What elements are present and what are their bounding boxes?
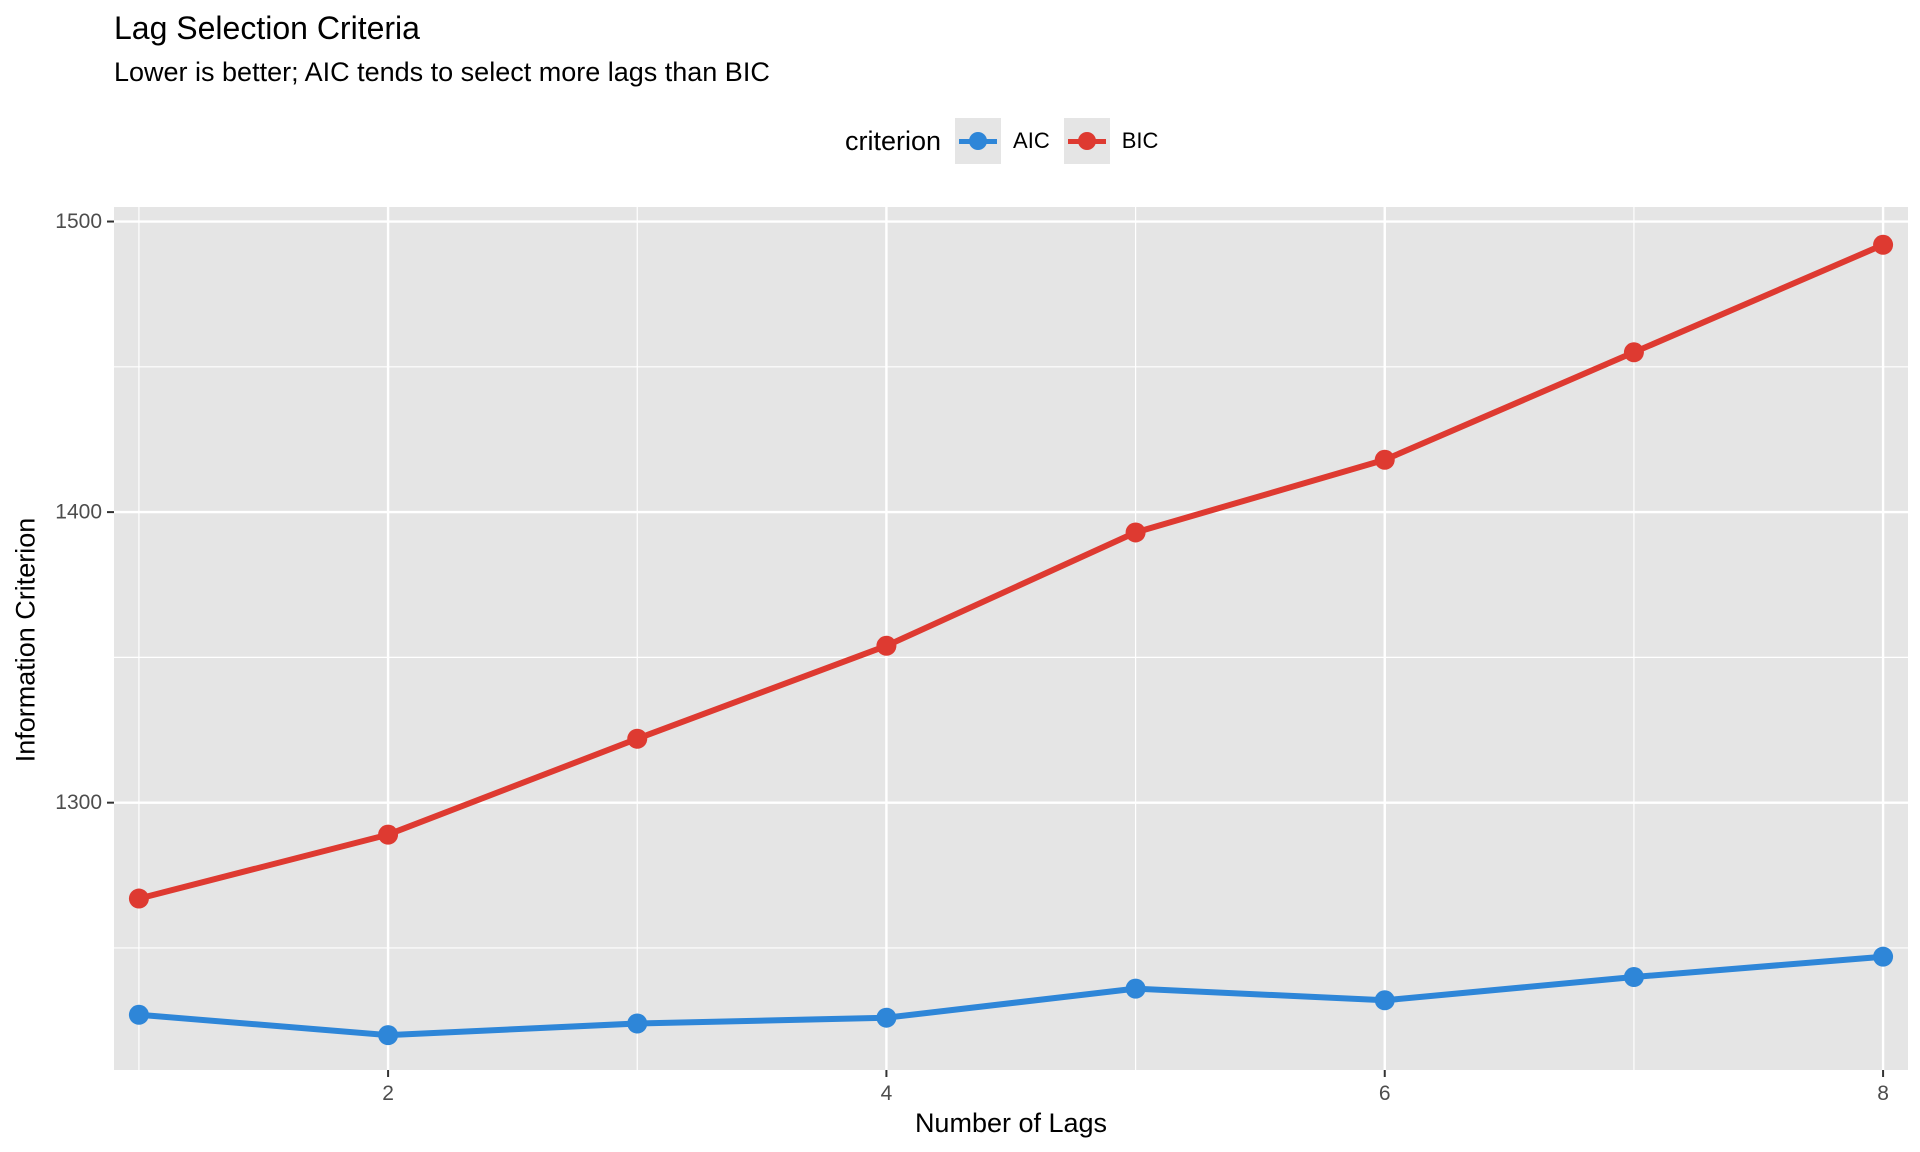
data-point-bic [1873, 234, 1894, 255]
x-axis-label: Number of Lags [914, 1108, 1108, 1138]
x-tick-label: 2 [382, 1082, 394, 1105]
legend-title: criterion [845, 125, 942, 156]
legend-key-bic [1063, 118, 1110, 164]
data-point-bic [128, 888, 149, 909]
y-tick-label: 1500 [55, 210, 102, 233]
data-point-bic [1374, 449, 1395, 470]
data-point-aic [1623, 967, 1644, 988]
data-point-bic [1125, 522, 1146, 543]
plot-panel [114, 207, 1908, 1070]
data-point-aic [378, 1025, 399, 1046]
legend-item-bic: BIC [1063, 118, 1159, 164]
legend-item-aic: AIC [955, 118, 1050, 164]
legend-dot-bic [1077, 132, 1096, 150]
data-point-aic [128, 1004, 149, 1025]
data-point-bic [876, 635, 897, 656]
legend-label-bic: BIC [1121, 128, 1159, 153]
data-point-bic [627, 728, 648, 749]
data-point-bic [1623, 342, 1644, 363]
chart-title: Lag Selection Criteria [114, 10, 420, 46]
chart-subtitle: Lower is better; AIC tends to select mor… [114, 57, 770, 87]
data-point-aic [627, 1013, 648, 1034]
y-axis-label: Information Criterion [10, 517, 41, 763]
data-point-aic [1374, 990, 1395, 1011]
legend-dot-aic [969, 132, 988, 150]
series-line-aic [138, 953, 1884, 1039]
data-point-bic [378, 824, 399, 845]
series-line-bic [138, 242, 1885, 902]
x-tick-label: 8 [1877, 1082, 1889, 1105]
data-point-aic [1873, 946, 1894, 967]
legend-label-aic: AIC [1013, 128, 1050, 153]
x-tick-label: 6 [1379, 1082, 1391, 1105]
legend: criterion AIC BIC [845, 118, 1172, 164]
legend-key-aic [955, 118, 1002, 164]
data-point-aic [876, 1007, 897, 1028]
x-tick-label: 4 [881, 1082, 893, 1105]
data-point-aic [1125, 978, 1146, 999]
y-tick-label: 1300 [55, 791, 102, 814]
y-tick-label: 1400 [55, 501, 102, 524]
